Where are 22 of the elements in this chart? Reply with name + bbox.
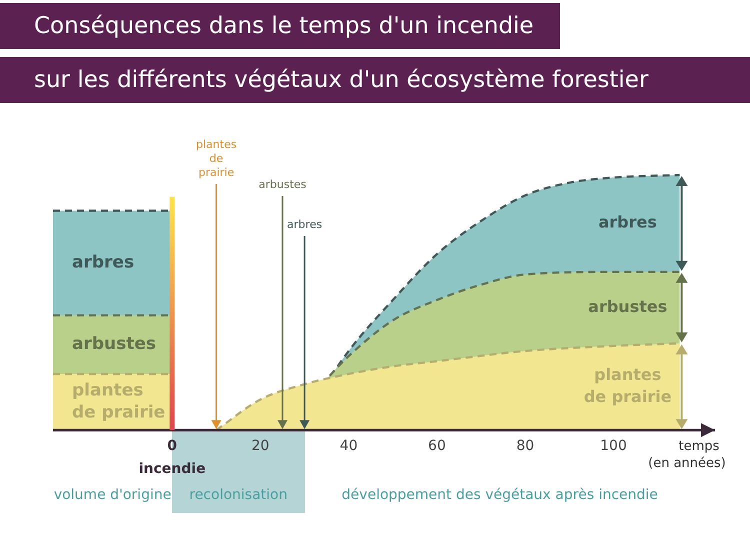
x-tick-label: 100 [600,438,627,454]
x-tick-label: 20 [252,438,270,454]
x-tick-label: 40 [340,438,358,454]
x-tick-label: 0 [167,438,178,454]
annotation: plantes de prairie [196,138,237,179]
annotation: arbustes [258,178,307,191]
x-tick-label: 60 [428,438,446,454]
x-tick-label: 80 [516,438,534,454]
chart-title: Conséquences dans le temps d'un incendie [0,3,560,49]
text: recolonisation [189,487,288,504]
annotation: plantes de prairie [72,380,166,422]
chart-subtitle: sur les différents végétaux d'un écosystème forestier [0,57,750,103]
legend-label: arbustes [588,296,668,316]
series-label: arbres [598,212,657,232]
ref-line-label: incendie [138,461,206,478]
annotation: arbres [72,252,134,272]
x-axis-title: temps (en années) [648,439,726,472]
annotation: arbustes [72,334,156,354]
legend-label: plantes de prairie [584,364,672,406]
text: développement des végétaux après incendie [342,487,658,504]
annotation: arbres [287,218,322,231]
text: volume d'origine [54,487,172,504]
